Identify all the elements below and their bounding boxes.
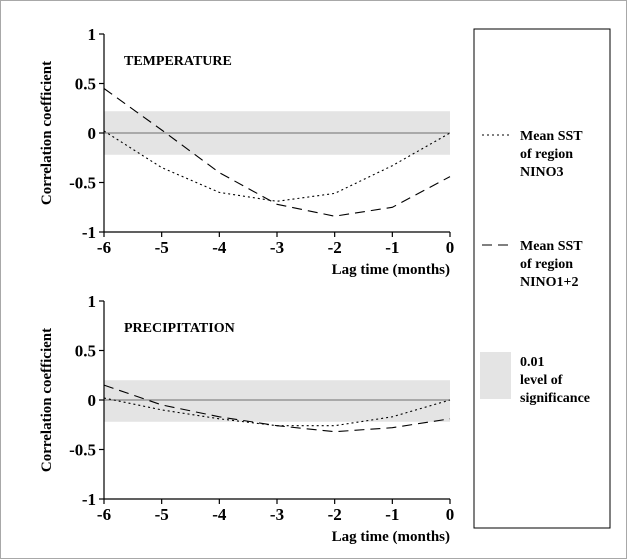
x-tick-label: -4 — [212, 238, 227, 257]
x-tick-label: -2 — [328, 238, 342, 257]
legend-box — [473, 28, 611, 529]
y-tick-label: -1 — [82, 490, 96, 509]
y-tick-label: 0.5 — [75, 342, 96, 361]
y-tick-label: 0 — [88, 124, 97, 143]
series-line-nino12 — [103, 88, 451, 217]
y-axis-label: Correlation coefficient — [39, 61, 55, 205]
legend-label: of region — [520, 257, 573, 272]
y-tick-label: 1 — [88, 25, 97, 44]
x-tick-label: -6 — [97, 505, 111, 524]
x-tick-label: 0 — [446, 238, 455, 257]
y-tick-label: 0.5 — [75, 75, 96, 94]
legend-label: significance — [520, 391, 590, 406]
legend-item-3: 0.01 level of significance — [480, 352, 590, 406]
series-line-nino3 — [103, 130, 451, 202]
legend-item-1: Mean SST of region NINO3 — [482, 129, 583, 180]
legend: Mean SST of region NINO3 Mean SST of region N… — [473, 28, 611, 529]
y-tick-label: -1 — [82, 223, 96, 242]
x-tick-label: -1 — [385, 505, 399, 524]
legend-label: NINO1+2 — [520, 275, 579, 290]
x-tick-label: -3 — [270, 505, 284, 524]
x-tick-label: -5 — [155, 238, 169, 257]
x-axis-label: Lag time (months) — [332, 262, 450, 278]
x-tick-label: 0 — [446, 505, 455, 524]
panel-title: TEMPERATURE — [124, 54, 232, 69]
y-tick-label: 1 — [88, 292, 97, 311]
series-line-nino12 — [103, 384, 451, 433]
x-tick-label: -5 — [155, 505, 169, 524]
x-tick-label: -6 — [97, 238, 111, 257]
legend-label: NINO3 — [520, 165, 564, 180]
legend-item-2: Mean SST of region NINO1+2 — [482, 239, 583, 290]
y-axis-label: Correlation coefficient — [39, 328, 55, 472]
legend-label: Mean SST — [520, 239, 583, 254]
x-tick-label: -1 — [385, 238, 399, 257]
legend-label: Mean SST — [520, 129, 583, 144]
x-tick-label: -4 — [212, 505, 227, 524]
x-tick-label: -2 — [328, 505, 342, 524]
legend-label: of region — [520, 147, 573, 162]
y-tick-label: -0.5 — [69, 441, 96, 460]
y-tick-label: 0 — [88, 391, 97, 410]
legend-swatch-band — [480, 352, 511, 399]
x-tick-label: -3 — [270, 238, 284, 257]
legend-label: level of — [520, 373, 563, 388]
significance-band — [104, 380, 450, 422]
x-axis-label: Lag time (months) — [332, 529, 450, 545]
y-tick-label: -0.5 — [69, 174, 96, 193]
legend-label: 0.01 — [520, 355, 545, 370]
panel-title: PRECIPITATION — [124, 321, 235, 336]
